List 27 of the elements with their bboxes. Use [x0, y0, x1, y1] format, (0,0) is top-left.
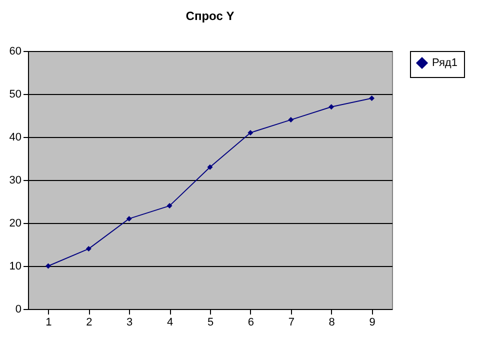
point: [248, 130, 254, 136]
y-tick-label: 20: [9, 218, 22, 230]
x-tick-label: 8: [328, 316, 335, 328]
y-tick-label: 40: [9, 132, 22, 144]
point: [288, 117, 294, 123]
x-tick-label: 2: [86, 316, 92, 328]
chart-title: Спрос Y: [186, 9, 234, 23]
x-tick-label: 3: [126, 316, 133, 328]
point: [126, 216, 132, 222]
point: [369, 96, 375, 102]
point: [207, 164, 213, 170]
y-tick-label: 0: [15, 304, 22, 316]
y-tick-label: 10: [9, 260, 22, 272]
point: [86, 246, 92, 252]
x-tick-label: 4: [166, 316, 174, 328]
point: [45, 263, 51, 269]
x-tick-label: 7: [288, 316, 294, 328]
y-tick-label: 50: [9, 88, 22, 100]
point: [166, 203, 172, 209]
x-tick-label: 5: [207, 316, 214, 328]
x-tick-label: 6: [248, 316, 254, 328]
point: [328, 104, 334, 110]
x-tick-label: 1: [46, 316, 52, 328]
x-tick-label: 9: [369, 316, 376, 328]
y-tick-label: 60: [9, 46, 22, 58]
y-tick-label: 30: [9, 174, 22, 186]
legend-label: Ряд1: [432, 57, 458, 69]
